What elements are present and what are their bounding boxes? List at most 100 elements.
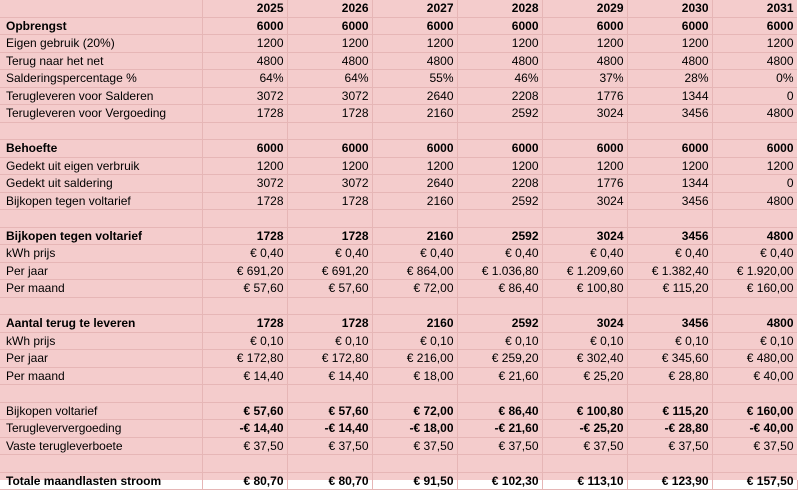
row-label-cell[interactable]: Per jaar [0, 262, 203, 280]
value-cell[interactable]: 1728 [202, 227, 288, 245]
row-label-cell[interactable]: Opbrengst [0, 17, 203, 35]
value-cell[interactable]: 3072 [202, 87, 288, 105]
row-label-cell[interactable]: Per jaar [0, 349, 203, 368]
value-cell[interactable]: 3024 [542, 104, 628, 123]
value-cell[interactable]: 1200 [372, 157, 458, 175]
row-label-cell[interactable]: Terugleveren voor Vergoeding [0, 104, 203, 123]
value-cell[interactable]: 4800 [712, 192, 798, 210]
value-cell[interactable]: 6000 [457, 17, 543, 35]
value-cell[interactable]: 3024 [542, 192, 628, 210]
value-cell[interactable]: 1200 [287, 157, 373, 175]
value-cell[interactable]: 0 [712, 174, 798, 193]
value-cell[interactable]: 1200 [457, 34, 543, 53]
value-cell[interactable]: 1728 [287, 227, 373, 245]
row-label-cell[interactable]: Terugleveren voor Salderen [0, 87, 203, 105]
value-cell[interactable]: 6000 [712, 139, 798, 158]
value-cell[interactable]: € 25,20 [542, 367, 628, 385]
row-label-cell[interactable]: Gedekt uit eigen verbruik [0, 157, 203, 175]
value-cell[interactable] [287, 384, 373, 403]
value-cell[interactable] [202, 297, 288, 315]
value-cell[interactable]: € 0,40 [372, 244, 458, 263]
value-cell[interactable] [457, 454, 543, 473]
row-label-cell[interactable]: Bijkopen tegen voltarief [0, 227, 203, 245]
value-cell[interactable]: € 57,60 [287, 279, 373, 298]
value-cell[interactable]: € 57,60 [202, 401, 288, 420]
value-cell[interactable]: 1728 [287, 104, 373, 123]
value-cell[interactable]: € 1.036,80 [457, 262, 543, 280]
value-cell[interactable]: 37% [542, 69, 628, 88]
value-cell[interactable]: € 91,50 [372, 471, 458, 490]
value-cell[interactable] [372, 384, 458, 403]
row-label-cell[interactable]: Totale maandlasten stroom [0, 472, 203, 490]
value-cell[interactable]: € 115,20 [627, 279, 713, 298]
value-cell[interactable] [372, 454, 458, 473]
value-cell[interactable]: € 302,40 [542, 349, 628, 368]
year-header-cell[interactable]: 2025 [202, 0, 288, 18]
value-cell[interactable]: 1728 [202, 192, 288, 210]
value-cell[interactable]: € 691,20 [287, 262, 373, 280]
value-cell[interactable]: € 0,10 [712, 332, 798, 350]
row-label-cell[interactable] [0, 297, 203, 315]
value-cell[interactable] [457, 297, 543, 315]
value-cell[interactable] [287, 209, 373, 228]
value-cell[interactable]: 6000 [542, 17, 628, 35]
row-label-cell[interactable]: Behoefte [0, 139, 203, 158]
value-cell[interactable]: -€ 18,00 [372, 419, 458, 438]
value-cell[interactable] [627, 454, 713, 473]
value-cell[interactable]: -€ 14,40 [202, 419, 288, 438]
row-label-cell[interactable] [0, 384, 203, 403]
value-cell[interactable]: 3456 [627, 104, 713, 123]
row-label-cell[interactable]: Terug naar het net [0, 52, 203, 70]
value-cell[interactable] [287, 122, 373, 140]
value-cell[interactable]: 6000 [372, 139, 458, 158]
value-cell[interactable]: € 1.920,00 [712, 262, 798, 280]
value-cell[interactable]: € 0,10 [542, 332, 628, 350]
row-label-cell[interactable] [0, 454, 203, 473]
year-header-cell[interactable]: 2031 [712, 0, 798, 18]
value-cell[interactable] [627, 384, 713, 403]
value-cell[interactable]: € 0,40 [542, 244, 628, 263]
value-cell[interactable]: -€ 14,40 [287, 419, 373, 438]
value-cell[interactable]: 4800 [712, 104, 798, 123]
value-cell[interactable]: € 0,10 [202, 332, 288, 350]
value-cell[interactable]: 2640 [372, 174, 458, 193]
value-cell[interactable] [542, 297, 628, 315]
value-cell[interactable]: 1728 [287, 192, 373, 210]
value-cell[interactable]: 1200 [712, 157, 798, 175]
row-label-cell[interactable]: Terugleververgoeding [0, 419, 203, 438]
value-cell[interactable]: € 172,80 [287, 349, 373, 368]
value-cell[interactable]: € 0,10 [287, 332, 373, 350]
value-cell[interactable]: € 172,80 [202, 349, 288, 368]
value-cell[interactable]: 1776 [542, 174, 628, 193]
value-cell[interactable] [627, 122, 713, 140]
value-cell[interactable]: 0 [712, 87, 798, 105]
value-cell[interactable]: 1200 [627, 157, 713, 175]
value-cell[interactable]: € 18,00 [372, 367, 458, 385]
value-cell[interactable]: € 57,60 [287, 401, 373, 420]
value-cell[interactable]: € 345,60 [627, 349, 713, 368]
value-cell[interactable] [287, 454, 373, 473]
value-cell[interactable]: € 100,80 [542, 401, 628, 420]
year-header-cell[interactable]: 2030 [627, 0, 713, 18]
value-cell[interactable]: € 37,50 [712, 437, 798, 455]
value-cell[interactable]: 3024 [542, 227, 628, 245]
value-cell[interactable]: € 57,60 [202, 279, 288, 298]
value-cell[interactable]: 3456 [627, 314, 713, 333]
value-cell[interactable]: 64% [202, 69, 288, 88]
value-cell[interactable]: 1200 [457, 157, 543, 175]
value-cell[interactable]: 2592 [457, 227, 543, 245]
value-cell[interactable]: 6000 [542, 139, 628, 158]
value-cell[interactable]: 2160 [372, 227, 458, 245]
value-cell[interactable]: 1200 [542, 34, 628, 53]
value-cell[interactable]: 6000 [372, 17, 458, 35]
row-label-cell[interactable]: Aantal terug te leveren [0, 314, 203, 333]
value-cell[interactable] [372, 209, 458, 228]
row-label-cell[interactable]: Bijkopen voltarief [0, 402, 203, 420]
value-cell[interactable]: 1728 [287, 314, 373, 333]
value-cell[interactable]: 64% [287, 69, 373, 88]
value-cell[interactable]: € 480,00 [712, 349, 798, 368]
value-cell[interactable]: -€ 40,00 [712, 419, 798, 438]
value-cell[interactable]: 4800 [457, 52, 543, 70]
value-cell[interactable]: € 80,70 [287, 471, 373, 490]
value-cell[interactable]: 4800 [287, 52, 373, 70]
